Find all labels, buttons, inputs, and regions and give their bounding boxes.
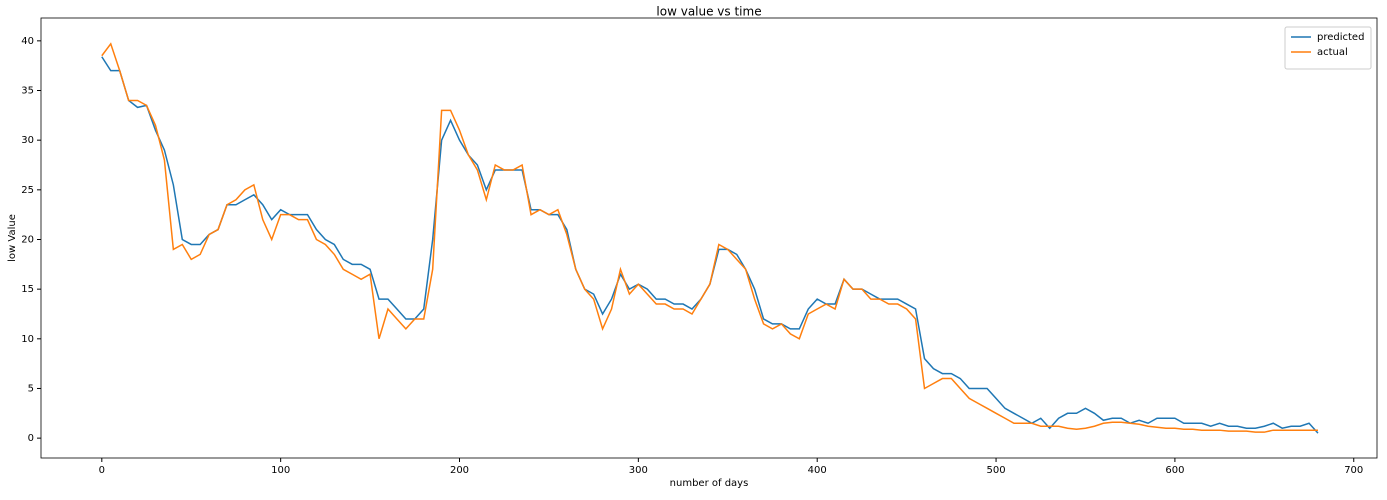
y-tick-label: 0 [28,433,34,444]
x-tick-label: 100 [271,465,290,476]
y-tick-label: 20 [21,234,34,245]
plot-frame [40,17,1378,459]
x-tick-label: 200 [450,465,469,476]
x-tick-label: 400 [808,465,827,476]
series-line [101,42,1318,433]
y-tick-label: 15 [21,284,34,295]
x-tick-label: 700 [1344,465,1363,476]
y-tick-label: 25 [21,185,34,196]
y-tick-label: 30 [21,135,34,146]
y-tick-label: 10 [21,334,34,345]
x-tick-label: 500 [987,465,1006,476]
x-tick-label: 0 [99,465,105,476]
y-tick-label: 35 [21,86,34,97]
chart-title: low value vs time [656,5,761,19]
x-tick-label: 600 [1165,465,1184,476]
y-tick-label: 5 [28,383,34,394]
x-axis-label: number of days [670,478,749,489]
legend-label: predicted [1317,32,1364,43]
y-tick-label: 40 [21,36,34,47]
series-line [101,56,1319,434]
x-tick-label: 300 [629,465,648,476]
y-axis-label: low Value [7,214,18,262]
legend-label: actual [1317,47,1348,58]
